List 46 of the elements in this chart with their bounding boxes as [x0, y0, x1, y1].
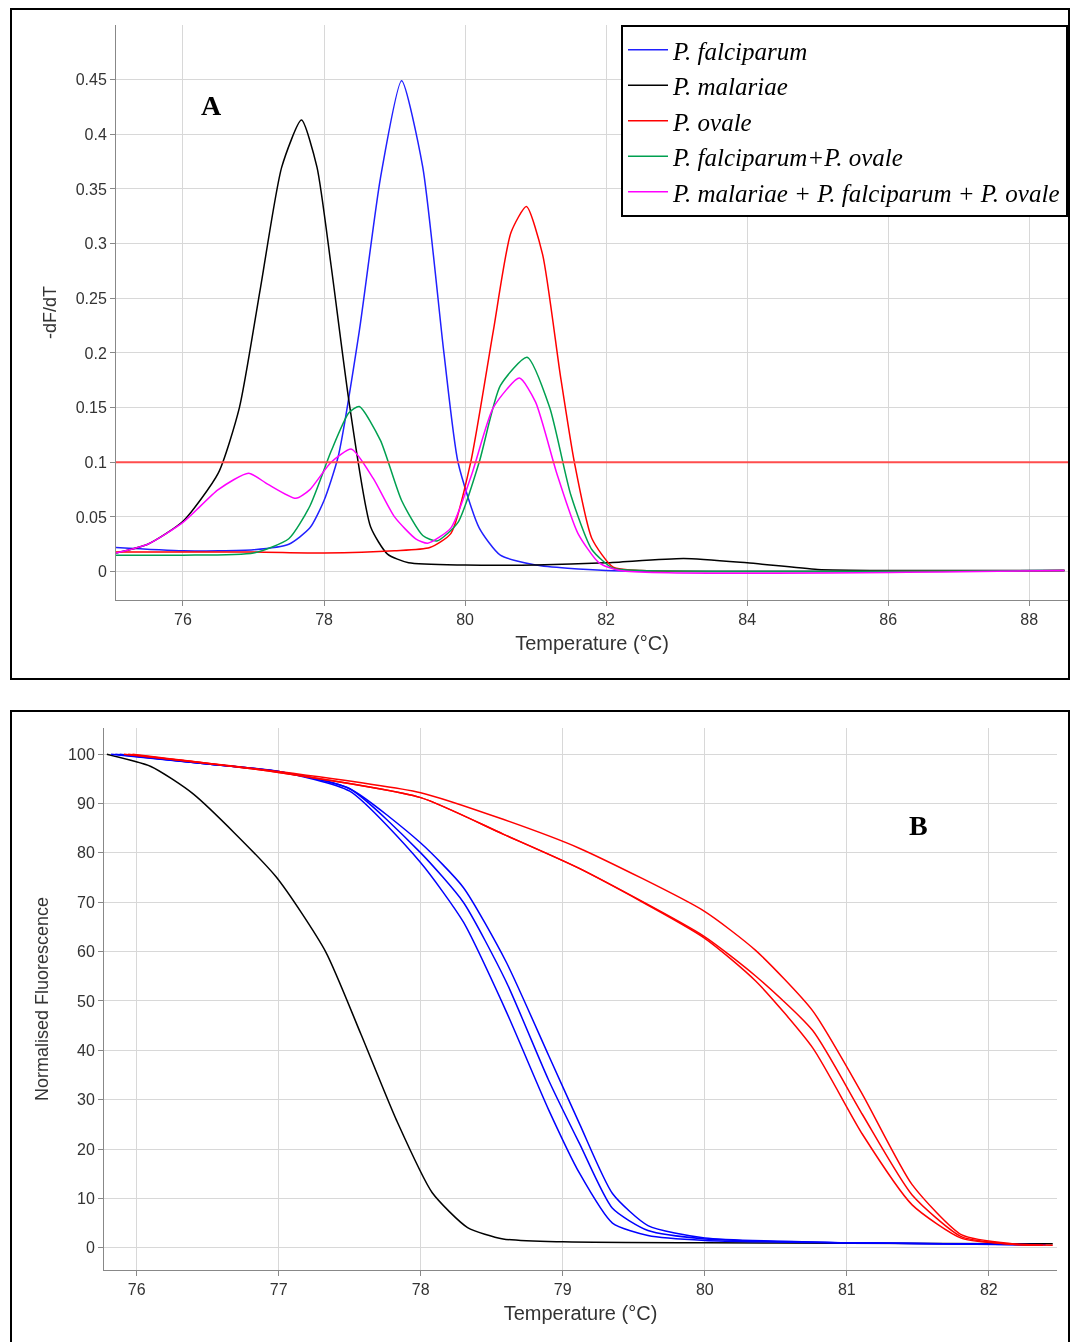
x-axis-title: Temperature (°C): [515, 631, 669, 654]
x-tick-label: 80: [695, 1281, 714, 1299]
y-tick-label: 0.3: [84, 235, 107, 253]
x-tick-label: 78: [315, 611, 334, 629]
x-tick-label: 80: [456, 611, 475, 629]
y-tick-label: 0: [97, 563, 107, 581]
y-tick-label: 0.45: [75, 71, 107, 89]
legend-label: P. ovale: [672, 108, 752, 136]
y-tick-label: 0.2: [84, 344, 107, 362]
x-tick-label: 88: [1020, 611, 1039, 629]
y-tick-label: 70: [77, 893, 95, 911]
legend-label: P. falciparum: [672, 37, 808, 65]
annotation: B: [909, 810, 928, 841]
y-tick-label: 20: [77, 1140, 95, 1158]
legend-label: P. malariae: [672, 73, 788, 100]
y-tick-label: 0.25: [75, 289, 107, 307]
y-tick-label: 0.05: [75, 508, 107, 526]
y-tick-label: 100: [68, 745, 95, 763]
x-tick-label: 81: [837, 1281, 856, 1299]
y-tick-label: 0.15: [75, 399, 107, 417]
y-tick-label: 30: [77, 1091, 95, 1109]
x-tick-label: 82: [979, 1281, 998, 1299]
y-tick-label: 0.1: [84, 453, 107, 471]
legend-label: P. falciparum+P. ovale: [672, 144, 903, 171]
x-tick-label: 84: [738, 611, 757, 629]
x-tick-label: 76: [127, 1281, 146, 1299]
y-axis-title: Normalised Fluorescence: [32, 896, 53, 1102]
x-axis-title: Temperature (°C): [503, 1301, 658, 1324]
y-tick-label: 90: [77, 795, 95, 813]
x-tick-label: 86: [879, 611, 898, 629]
y-tick-label: 0.4: [84, 125, 107, 143]
annotation: A: [201, 90, 222, 121]
x-tick-label: 76: [174, 611, 192, 629]
y-tick-label: 60: [77, 943, 95, 961]
x-tick-label: 77: [269, 1281, 288, 1299]
x-tick-label: 82: [597, 611, 616, 629]
legend-label: P. malariae + P. falciparum + P. ovale: [672, 179, 1060, 207]
x-tick-label: 78: [411, 1281, 430, 1299]
x-tick-label: 79: [553, 1281, 572, 1299]
y-tick-label: 50: [77, 992, 95, 1010]
y-tick-label: 0.35: [75, 180, 107, 198]
y-tick-label: 0: [85, 1239, 95, 1257]
y-tick-label: 40: [77, 1041, 95, 1059]
y-axis-title: -dF/dT: [39, 285, 60, 340]
y-tick-label: 80: [77, 844, 95, 862]
y-tick-label: 10: [77, 1190, 95, 1208]
